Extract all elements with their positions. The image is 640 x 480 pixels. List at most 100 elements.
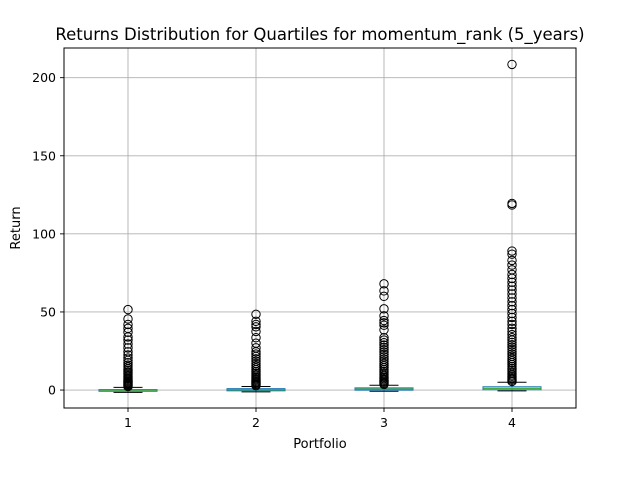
flier-point xyxy=(507,265,517,275)
flier-point xyxy=(507,329,517,340)
flier-point xyxy=(251,356,261,366)
flier-point xyxy=(507,277,517,287)
flier-point xyxy=(379,335,389,345)
flier-point xyxy=(123,327,133,337)
flier-point xyxy=(379,338,389,348)
flier-point xyxy=(379,304,389,314)
flier-point xyxy=(379,320,389,330)
flier-point xyxy=(379,352,389,362)
flier-point xyxy=(379,311,389,321)
flier-point xyxy=(251,343,261,353)
flier-point xyxy=(507,316,517,327)
x-tick-label: 4 xyxy=(508,415,516,430)
flier-point xyxy=(251,309,261,319)
y-tick-label: 150 xyxy=(32,148,56,163)
y-tick-label: 100 xyxy=(32,226,56,241)
box-layer xyxy=(98,59,542,393)
flier-point xyxy=(507,301,517,311)
flier-point xyxy=(507,337,517,348)
flier-point xyxy=(507,198,517,209)
flier-point xyxy=(123,350,133,360)
flier-point xyxy=(123,358,133,368)
flier-point xyxy=(379,354,389,364)
y-tick-label: 200 xyxy=(32,70,56,85)
flier-point xyxy=(379,279,389,289)
flier-point xyxy=(507,289,517,299)
y-axis-label: Return xyxy=(9,206,24,249)
flier-point xyxy=(507,349,517,359)
flier-point xyxy=(379,318,389,328)
flier-point xyxy=(507,246,517,256)
flier-point xyxy=(507,285,517,295)
x-tick-label: 1 xyxy=(124,415,132,430)
flier-point xyxy=(507,308,517,319)
flier-point xyxy=(123,335,133,345)
flier-point xyxy=(123,360,133,370)
flier-point xyxy=(507,351,517,362)
flier-point xyxy=(251,326,261,337)
flier-point xyxy=(123,314,133,324)
flier-point xyxy=(379,315,389,326)
flier-point xyxy=(507,281,517,291)
flier-point xyxy=(379,340,389,350)
flier-point xyxy=(123,353,133,363)
flier-point xyxy=(507,323,517,334)
flier-point xyxy=(507,340,517,350)
y-tick-label: 0 xyxy=(48,383,56,398)
x-tick-label: 3 xyxy=(380,415,388,430)
x-tick-label: 2 xyxy=(252,415,260,430)
flier-point xyxy=(507,297,517,307)
flier-point xyxy=(507,293,517,303)
grid-layer xyxy=(64,48,576,408)
flier-point xyxy=(507,344,517,355)
flier-point xyxy=(251,333,261,343)
flier-point xyxy=(251,354,261,364)
flier-point xyxy=(507,326,517,337)
tick-layer: 0 50 100 150 200 1 2 3 4 xyxy=(32,70,516,430)
box-group-3 xyxy=(354,279,414,392)
flier-point xyxy=(123,343,133,353)
flier-point xyxy=(379,356,389,367)
flier-point xyxy=(123,319,133,330)
flier-point xyxy=(379,342,389,353)
y-tick-label: 50 xyxy=(40,304,56,319)
flier-point xyxy=(379,358,389,369)
flier-point xyxy=(251,322,261,332)
flier-point xyxy=(507,269,517,280)
flier-point xyxy=(379,291,389,302)
flier-point xyxy=(379,333,389,343)
flier-point xyxy=(123,347,133,357)
flier-point xyxy=(507,347,517,357)
flier-point xyxy=(251,319,261,330)
box-group-2 xyxy=(226,309,286,393)
flier-point xyxy=(379,286,389,296)
flier-point xyxy=(123,339,133,349)
flier-point xyxy=(123,323,133,334)
box-group-1 xyxy=(98,304,158,393)
plot-frame xyxy=(63,47,577,409)
flier-point xyxy=(251,349,261,359)
flier-point xyxy=(251,316,261,327)
flier-point xyxy=(507,319,517,330)
flier-point xyxy=(379,345,389,355)
flier-point xyxy=(507,353,517,364)
flier-point xyxy=(123,304,133,315)
flier-point xyxy=(507,304,517,315)
flier-point xyxy=(507,342,517,352)
flier-point xyxy=(251,358,261,369)
flier-point xyxy=(379,349,389,360)
flier-point xyxy=(507,333,517,343)
flier-point xyxy=(507,260,517,270)
flier-point xyxy=(507,255,517,266)
chart-title: Returns Distribution for Quartiles for m… xyxy=(55,25,584,45)
x-axis-label: Portfolio xyxy=(293,437,347,452)
flier-point xyxy=(379,347,389,357)
flier-point xyxy=(251,338,261,348)
flier-point xyxy=(507,312,517,323)
flier-point xyxy=(379,325,389,335)
box-group-4 xyxy=(482,59,542,392)
flier-point xyxy=(507,249,517,259)
flier-point xyxy=(251,360,261,371)
flier-point xyxy=(507,59,517,70)
